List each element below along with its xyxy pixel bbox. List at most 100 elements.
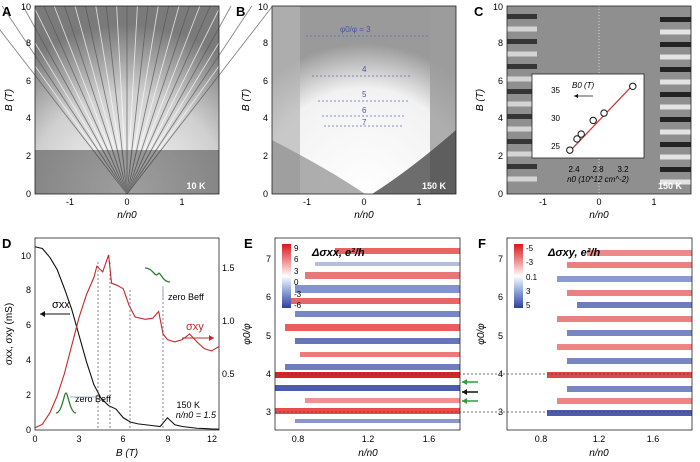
stripe-right (660, 142, 691, 147)
panel-c-inset-xlabel: n0 (10^12 cm^-2) (567, 175, 629, 184)
panel-d-xtick: 0 (32, 434, 37, 444)
stripe (275, 408, 460, 414)
stripe (285, 364, 460, 370)
fan-line (126, 5, 149, 195)
panel-f-xtick: 1.6 (647, 434, 660, 444)
stripe-left (507, 26, 537, 32)
panel-e-colorbar (282, 244, 291, 308)
panel-b-ytick: 8 (263, 38, 268, 48)
panel-a-xtick: 0 (124, 197, 129, 207)
panel-d-ytick-right: 1.5 (222, 263, 235, 273)
panel-c-inset-ytick: 30 (551, 114, 560, 123)
panel-c-inset-yticks: 25 30 35 (551, 86, 560, 151)
stripe (557, 316, 692, 322)
panel-c-letter: C (474, 4, 484, 19)
stripe-left (507, 139, 537, 144)
stripe (295, 311, 460, 317)
fan-line (126, 5, 253, 195)
panel-c-ytick: 0 (498, 189, 503, 199)
panel-b-ytick: 0 (263, 189, 268, 199)
fan-line (126, 5, 211, 195)
guide-lines (275, 373, 692, 413)
stripe-left (507, 101, 537, 107)
stripe-right (660, 42, 691, 47)
stripe (300, 352, 460, 357)
panel-d-yticks-right: 0.5 1.0 1.5 (222, 263, 235, 379)
panel-b-ytick: 4 (263, 113, 268, 123)
data-point (629, 82, 637, 90)
panel-c-inset: B0 (T) 25 30 35 2.4 2.8 3.2 n0 (10^12 cm… (531, 73, 645, 184)
panel-d-ytick-right: 1.0 (222, 316, 235, 326)
stripe-right (660, 167, 691, 172)
stripe-left (507, 51, 537, 57)
stripe (275, 385, 460, 391)
panel-f-colorbar-ticks: -5 -3 0.1 3 5 (526, 244, 538, 310)
fan-line (32, 5, 128, 195)
panel-e-letter: E (244, 236, 253, 251)
panel-f-ytick: 6 (498, 292, 503, 302)
stripe (305, 272, 460, 279)
stripe-right (660, 67, 691, 72)
panel-b-xtick: 1 (416, 197, 421, 207)
data-point (600, 109, 608, 117)
panel-d-ytick: 2 (26, 390, 31, 400)
panel-e-xticks: 0.8 1.2 1.6 (292, 434, 436, 444)
panel-e-yticks: 3 4 5 6 7 (266, 254, 271, 417)
panel-d-xtick: 12 (207, 434, 217, 444)
panel-d-ytick-right: 0.5 (222, 369, 235, 379)
panel-f-xlabel: n/n0 (589, 448, 609, 459)
panel-b-annotations: φ0/φ = 3 4 5 6 7 (340, 25, 371, 127)
fan-line (43, 5, 128, 195)
panel-f-yticks: 3 4 5 6 7 (498, 254, 503, 417)
panel-f-xticks: 0.8 1.2 1.6 (535, 434, 660, 444)
stripe (567, 290, 692, 296)
panel-c-temp: 150 K (658, 181, 683, 191)
stripe-right (660, 17, 691, 22)
panel-c-yticks: 0 2 4 6 8 10 (493, 2, 503, 199)
panel-e-green-arrows (462, 379, 478, 404)
panel-f-xtick: 0.8 (535, 434, 548, 444)
stripe (285, 324, 460, 331)
fan-line (126, 5, 159, 195)
stripe (557, 398, 692, 404)
fan-line (22, 5, 128, 195)
panel-e-cbar-tick: 6 (294, 255, 299, 264)
panel-c-inset-ylabel: B0 (T) (572, 81, 595, 90)
stripe-right (660, 54, 691, 60)
stripe-right (660, 92, 691, 97)
panel-a-xtick: -1 (66, 197, 74, 207)
panel-b-annotation: 7 (362, 118, 367, 127)
stripe-right (660, 179, 691, 185)
fan-line (12, 5, 128, 195)
panel-f-colorbar (514, 244, 523, 308)
stripe-right (660, 154, 691, 160)
panel-c-inset-xtick: 2.8 (592, 165, 604, 174)
panel-c-xtick: -1 (539, 197, 547, 207)
panel-d-ylabel: σxx, σxy (mS) (4, 303, 15, 365)
panel-e-stripes (275, 248, 460, 423)
panel-d-green-curve-top (144, 267, 171, 283)
panel-f-cbar-tick: 5 (526, 301, 531, 310)
stripe-left (507, 151, 537, 157)
fan-line (0, 29, 128, 195)
fan-line (95, 5, 128, 195)
panel-d-xtick: 3 (76, 434, 81, 444)
panel-b-ylabel: B (T) (241, 89, 252, 111)
panel-d-xticks: 0 3 6 9 12 (32, 434, 217, 444)
panel-b-dotted-lines (306, 35, 428, 127)
panel-f-xtick: 1.2 (593, 434, 606, 444)
panel-b-annotation: 4 (362, 65, 367, 74)
panel-e-ytick: 5 (266, 331, 271, 341)
panel-f-ytick: 5 (498, 331, 503, 341)
panel-b-ytick: 2 (263, 151, 268, 161)
panel-d-ytick: 8 (26, 285, 31, 295)
panel-c-inset-ytick: 25 (551, 142, 560, 151)
panel-e-xlabel: n/n0 (358, 448, 378, 459)
stripe-left (507, 64, 537, 69)
panel-f-cbar-tick: -5 (526, 244, 534, 253)
panel-b-xticks: -1 0 1 (303, 197, 422, 207)
panel-d-xtick: 9 (165, 434, 170, 444)
stripe-left (507, 164, 537, 169)
stripe (567, 358, 692, 364)
fan-line (126, 5, 138, 195)
